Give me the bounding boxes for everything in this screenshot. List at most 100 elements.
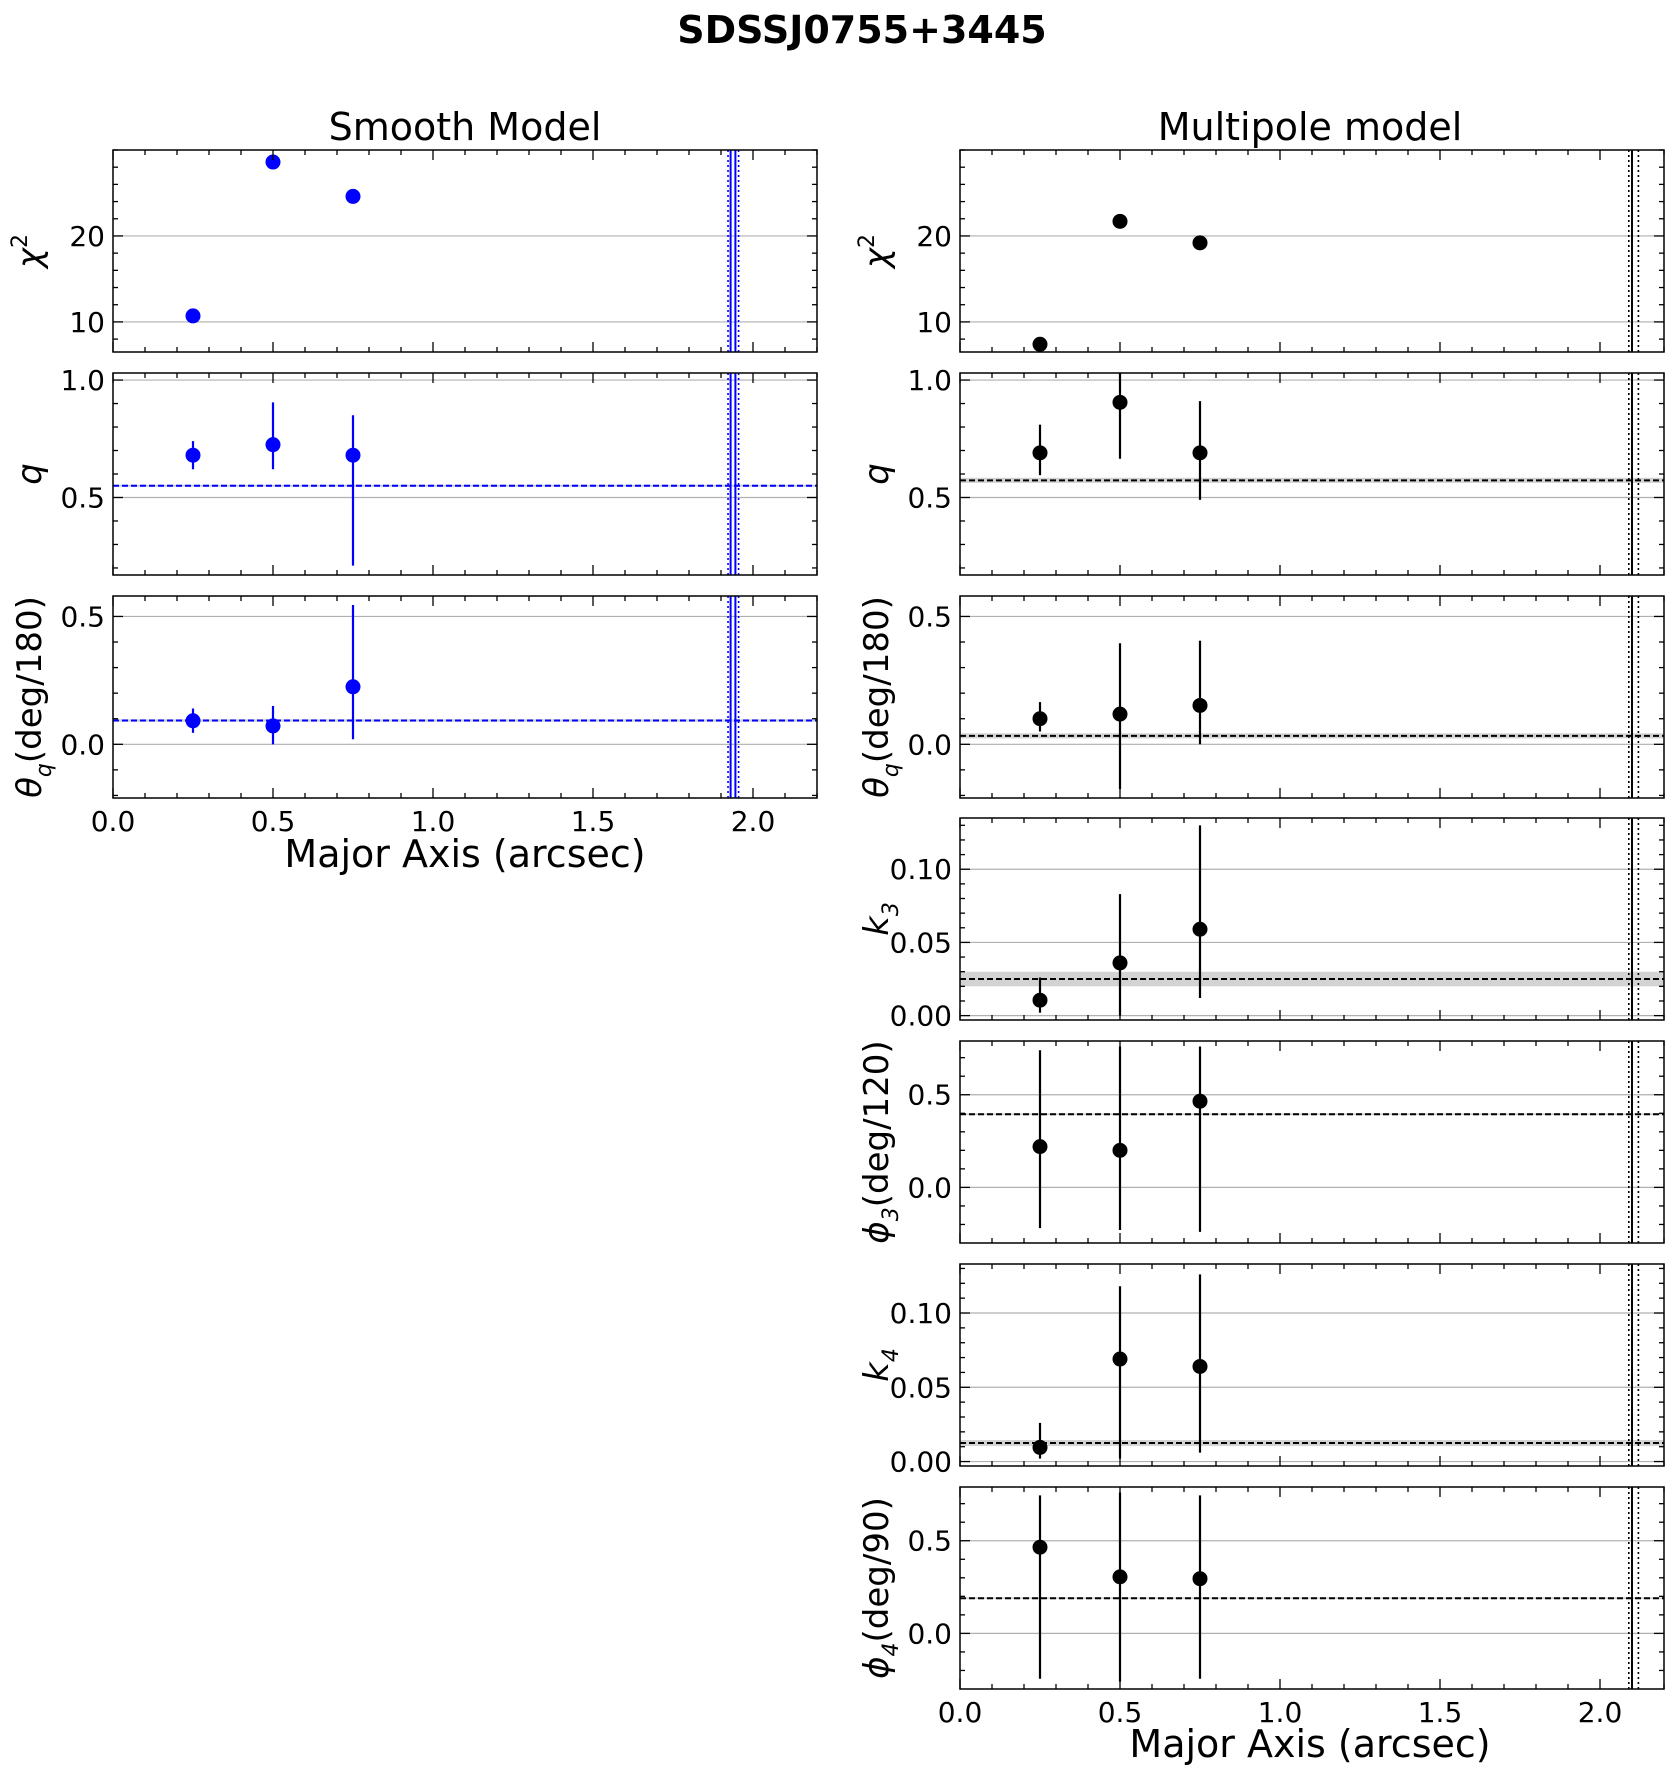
multi-k3-point — [1192, 921, 1208, 937]
multi-k3-y-axis-label: k3 — [857, 902, 904, 936]
multi-chi2-panel: 10 20 χ2 — [855, 149, 1665, 353]
multi-phi4-point — [1032, 1539, 1048, 1555]
smooth-chi2-y-label-symbol: χ — [10, 246, 50, 270]
multi-phi4-y-axis-label: ϕ4(deg/90) — [857, 1497, 904, 1679]
multi-q-y-tick-label: 0.5 — [907, 481, 952, 514]
multi-theta-point — [1112, 706, 1128, 722]
multi-theta-point — [1192, 697, 1208, 713]
smooth-q-y-tick-label: 0.5 — [60, 481, 105, 514]
smooth-chi2-point — [185, 308, 201, 324]
multi-k3-plot-area — [960, 818, 1664, 1020]
multi-chi2-y-tick-label: 10 — [916, 306, 952, 339]
multi-q-panel: 0.5 1.0 q — [857, 364, 1665, 576]
multi-chi2-y-label-symbol: χ — [857, 246, 897, 270]
smooth-theta-x-tick-label: 0.5 — [251, 805, 296, 838]
multi-phi3-y-label-subscript: 3 — [879, 1207, 904, 1221]
multi-chi2-y-label-superscript: 2 — [855, 234, 880, 248]
multi-phi3-point — [1112, 1142, 1128, 1158]
multi-phi3-panel: 0.0 0.5 ϕ3(deg/120) — [857, 1040, 1665, 1244]
multi-phi3-y-label-text: (deg/120) — [857, 1040, 897, 1207]
multi-k3-y-label-subscript: 3 — [879, 902, 904, 916]
multi-k4-y-tick-label: 0.00 — [890, 1446, 952, 1479]
multi-phi4-frame — [959, 1486, 1665, 1690]
multi-chi2-y-axis-label: χ2 — [855, 234, 897, 270]
multi-theta-panel: 0.0 0.5θq(deg/180) — [857, 595, 1665, 799]
smooth-theta-y-label-symbol: θ — [10, 777, 50, 798]
smooth-q-frame — [112, 372, 818, 576]
multi-k3-y-tick-label: 0.00 — [890, 1000, 952, 1033]
multipole-column-title: Multipole model — [1158, 105, 1463, 149]
multi-q-plot-area — [960, 373, 1664, 575]
multi-k4-point — [1192, 1358, 1208, 1374]
multi-chi2-plot-area — [960, 150, 1664, 352]
multi-phi4-x-tick-label: 0.5 — [1098, 1696, 1143, 1729]
multi-k4-y-tick-label: 0.05 — [890, 1371, 952, 1404]
multi-k3-y-label-symbol: k — [857, 915, 897, 936]
multi-theta-y-label-subscript: q — [879, 763, 904, 777]
smooth-chi2-plot-area — [113, 150, 817, 352]
multi-q-y-label-symbol: q — [857, 463, 897, 485]
multi-q-y-tick-label: 1.0 — [907, 364, 952, 397]
smooth-chi2-y-label-superscript: 2 — [8, 234, 33, 248]
multi-phi4-y-label-subscript: 4 — [879, 1642, 904, 1656]
multi-k3-point — [1032, 992, 1048, 1008]
smooth-theta-point — [265, 718, 281, 734]
multi-chi2-point — [1032, 336, 1048, 352]
multi-phi4-x-tick-label: 2.0 — [1578, 1696, 1623, 1729]
smooth-chi2-panel: 10 20 χ2 — [8, 149, 818, 353]
smooth-theta-panel: 0.0 0.5 0.0 0.5 1.0 1.5 2.0 θq(deg/180) — [10, 595, 818, 838]
smooth-chi2-point — [265, 154, 281, 170]
smooth-theta-y-axis-label: θq(deg/180) — [10, 596, 57, 798]
smooth-chi2-point — [345, 188, 361, 204]
multi-k4-y-tick-label: 0.10 — [890, 1297, 952, 1330]
multi-q-frame — [959, 372, 1665, 576]
multi-phi3-y-tick-label: 0.0 — [907, 1171, 952, 1204]
smooth-theta-x-tick-label: 1.5 — [571, 805, 616, 838]
multi-q-point — [1112, 394, 1128, 410]
multi-phi3-y-label-symbol: ϕ — [857, 1221, 897, 1243]
smooth-q-point — [345, 447, 361, 463]
smooth-q-y-axis-label: q — [10, 463, 50, 485]
multi-phi4-y-label-symbol: ϕ — [857, 1656, 897, 1678]
multi-theta-y-tick-label: 0.0 — [907, 728, 952, 761]
figure-title: SDSSJ0755+3445 — [677, 8, 1046, 52]
multi-theta-plot-area — [960, 596, 1664, 798]
multi-theta-y-label-text: (deg/180) — [857, 596, 897, 763]
multi-k4-y-label-symbol: k — [857, 1361, 897, 1382]
multi-chi2-point — [1112, 213, 1128, 229]
multi-k3-point — [1112, 955, 1128, 971]
smooth-theta-y-tick-label: 0.5 — [60, 600, 105, 633]
multi-phi4-plot-area — [960, 1487, 1664, 1689]
multi-phi4-y-tick-label: 0.0 — [907, 1617, 952, 1650]
smooth-column-title: Smooth Model — [329, 105, 602, 149]
smooth-q-y-label-symbol: q — [10, 463, 50, 485]
multipole-x-axis-label: Major Axis (arcsec) — [1129, 1722, 1490, 1766]
multi-theta-y-axis-label: θq(deg/180) — [857, 596, 904, 798]
multi-theta-y-tick-label: 0.5 — [907, 600, 952, 633]
multi-q-y-axis-label: q — [857, 463, 897, 485]
multi-k4-point — [1032, 1439, 1048, 1455]
multi-phi4-y-tick-label: 0.5 — [907, 1525, 952, 1558]
multi-phi3-y-tick-label: 0.5 — [907, 1079, 952, 1112]
multi-k3-y-tick-label: 0.05 — [890, 926, 952, 959]
smooth-chi2-y-tick-label: 20 — [69, 220, 105, 253]
smooth-theta-x-tick-label: 2.0 — [731, 805, 776, 838]
smooth-q-panel: 0.5 1.0 q — [10, 364, 818, 576]
multi-phi3-point — [1032, 1139, 1048, 1155]
smooth-theta-x-tick-label: 1.0 — [411, 805, 456, 838]
smooth-chi2-y-tick-label: 10 — [69, 306, 105, 339]
multi-phi4-x-tick-label: 0.0 — [938, 1696, 983, 1729]
multi-phi4-point — [1112, 1569, 1128, 1585]
multi-q-point — [1032, 445, 1048, 461]
multi-theta-point — [1032, 711, 1048, 727]
smooth-q-plot-area — [113, 373, 817, 575]
multi-k3-frame — [959, 817, 1665, 1021]
smooth-theta-point — [345, 679, 361, 695]
smooth-q-point — [185, 447, 201, 463]
multi-k4-y-axis-label: k4 — [857, 1348, 904, 1382]
multi-phi4-panel: 0.0 0.5 0.0 0.5 1.0 1.5 2.0 ϕ4(deg/90) — [857, 1486, 1665, 1729]
multi-chi2-point — [1192, 235, 1208, 251]
smooth-theta-frame — [112, 595, 818, 799]
multi-chi2-y-tick-label: 20 — [916, 220, 952, 253]
